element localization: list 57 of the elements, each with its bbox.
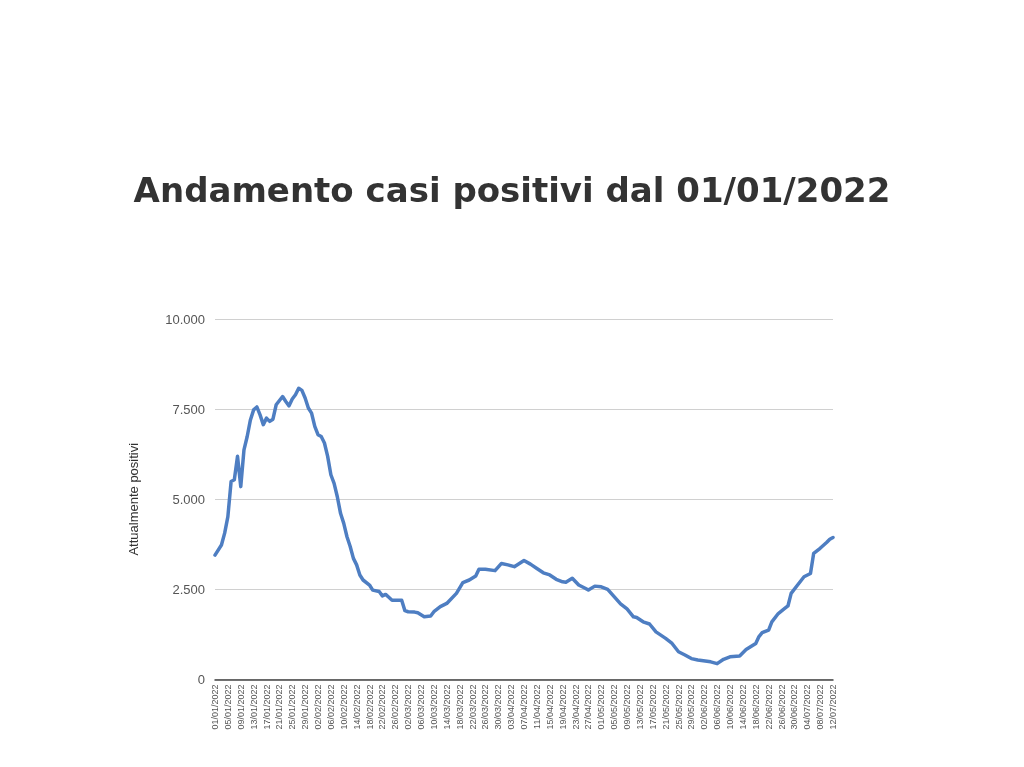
x-tick-label: 09/05/2022 bbox=[622, 684, 632, 730]
x-tick-label: 18/06/2022 bbox=[750, 684, 761, 730]
x-tick-label: 30/03/2022 bbox=[493, 684, 504, 730]
x-tick-label: 30/06/2022 bbox=[789, 684, 800, 730]
x-tick-label: 18/02/2022 bbox=[364, 684, 375, 730]
x-tick-label: 02/02/2022 bbox=[313, 684, 323, 730]
x-tick-label: 12/07/2022 bbox=[828, 684, 838, 730]
x-tick-label: 06/03/2022 bbox=[416, 684, 426, 730]
x-tick-label: 25/05/2022 bbox=[673, 684, 684, 730]
x-tick-label: 14/02/2022 bbox=[351, 684, 362, 730]
x-tick-label: 13/05/2022 bbox=[634, 684, 645, 730]
x-tick-label: 26/06/2022 bbox=[776, 684, 787, 730]
x-tick-label: 08/07/2022 bbox=[815, 684, 826, 730]
x-tick-label: 29/01/2022 bbox=[300, 684, 311, 730]
x-tick-label: 05/01/2022 bbox=[222, 684, 233, 730]
x-tick-label: 22/06/2022 bbox=[763, 684, 774, 730]
line-series bbox=[213, 386, 835, 666]
y-axis-title: Attualmente positivi bbox=[126, 442, 141, 556]
x-tick-label: 22/03/2022 bbox=[467, 684, 478, 730]
x-tick-label: 23/04/2022 bbox=[570, 684, 581, 730]
x-tick-label: 29/05/2022 bbox=[686, 684, 697, 730]
x-tick-label: 21/01/2022 bbox=[274, 684, 285, 730]
x-tick-label: 17/01/2022 bbox=[261, 684, 272, 730]
y-tick-label: 5.000 bbox=[172, 491, 205, 507]
x-tick-label: 04/07/2022 bbox=[802, 684, 813, 730]
x-tick-label: 07/04/2022 bbox=[519, 684, 529, 730]
x-tick-label: 01/05/2022 bbox=[596, 684, 607, 730]
x-tick-label: 19/04/2022 bbox=[557, 684, 568, 730]
x-tick-label: 18/03/2022 bbox=[454, 684, 465, 730]
x-tick-label: 14/03/2022 bbox=[441, 684, 452, 730]
x-tick-label: 01/01/2022 bbox=[210, 684, 220, 730]
x-tick-label: 22/02/2022 bbox=[377, 684, 388, 730]
y-tick-label: 0 bbox=[197, 672, 205, 687]
x-tick-label: 26/02/2022 bbox=[390, 684, 401, 730]
x-tick-label: 13/01/2022 bbox=[248, 684, 259, 730]
x-tick-label: 06/06/2022 bbox=[712, 684, 723, 730]
x-tick-label: 02/06/2022 bbox=[699, 684, 710, 730]
x-tick-label: 10/02/2022 bbox=[338, 684, 349, 730]
x-tick-label: 21/05/2022 bbox=[660, 684, 671, 730]
chart-title: Andamento casi positivi dal 01/01/2022 bbox=[133, 170, 891, 210]
x-tick-label: 02/03/2022 bbox=[403, 684, 414, 730]
x-tick-label: 06/02/2022 bbox=[325, 684, 336, 730]
y-tick-label: 2.500 bbox=[172, 581, 205, 597]
x-tick-label: 27/04/2022 bbox=[583, 684, 594, 730]
x-tick-label: 10/03/2022 bbox=[428, 684, 439, 730]
x-tick-label: 10/06/2022 bbox=[725, 684, 735, 730]
x-tick-label: 11/04/2022 bbox=[531, 684, 542, 729]
x-tick-label: 15/04/2022 bbox=[544, 684, 555, 730]
x-tick-label: 03/04/2022 bbox=[506, 684, 517, 730]
x-tick-label: 09/01/2022 bbox=[235, 684, 246, 730]
x-tick-label: 05/05/2022 bbox=[609, 684, 620, 730]
x-tick-label: 25/01/2022 bbox=[287, 684, 298, 730]
y-tick-label: 10.000 bbox=[165, 311, 205, 327]
x-tick-label: 14/06/2022 bbox=[737, 684, 748, 730]
x-tick-label: 17/05/2022 bbox=[647, 684, 658, 730]
x-tick-label: 26/03/2022 bbox=[480, 684, 491, 730]
y-tick-label: 7.500 bbox=[172, 401, 205, 417]
